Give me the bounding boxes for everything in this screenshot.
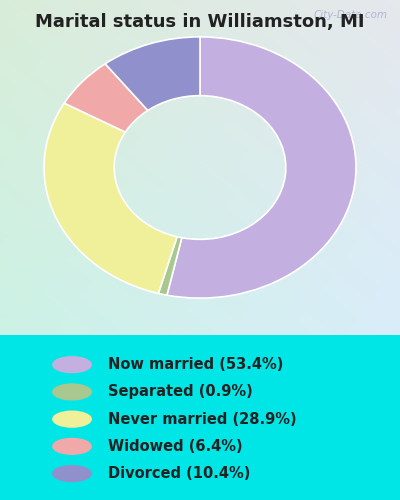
Text: Divorced (10.4%): Divorced (10.4%) — [108, 466, 250, 481]
Circle shape — [53, 438, 91, 454]
Wedge shape — [64, 64, 148, 132]
Circle shape — [53, 357, 91, 372]
Text: Separated (0.9%): Separated (0.9%) — [108, 384, 253, 400]
Circle shape — [53, 466, 91, 481]
Text: Never married (28.9%): Never married (28.9%) — [108, 412, 297, 426]
Text: City-Data.com: City-Data.com — [314, 10, 388, 20]
Circle shape — [53, 384, 91, 400]
Wedge shape — [44, 103, 177, 294]
Circle shape — [53, 411, 91, 427]
Wedge shape — [167, 37, 356, 298]
Text: Now married (53.4%): Now married (53.4%) — [108, 357, 283, 372]
Wedge shape — [158, 237, 182, 295]
Wedge shape — [105, 37, 200, 111]
Text: Widowed (6.4%): Widowed (6.4%) — [108, 439, 243, 454]
Text: Marital status in Williamston, MI: Marital status in Williamston, MI — [35, 12, 365, 30]
